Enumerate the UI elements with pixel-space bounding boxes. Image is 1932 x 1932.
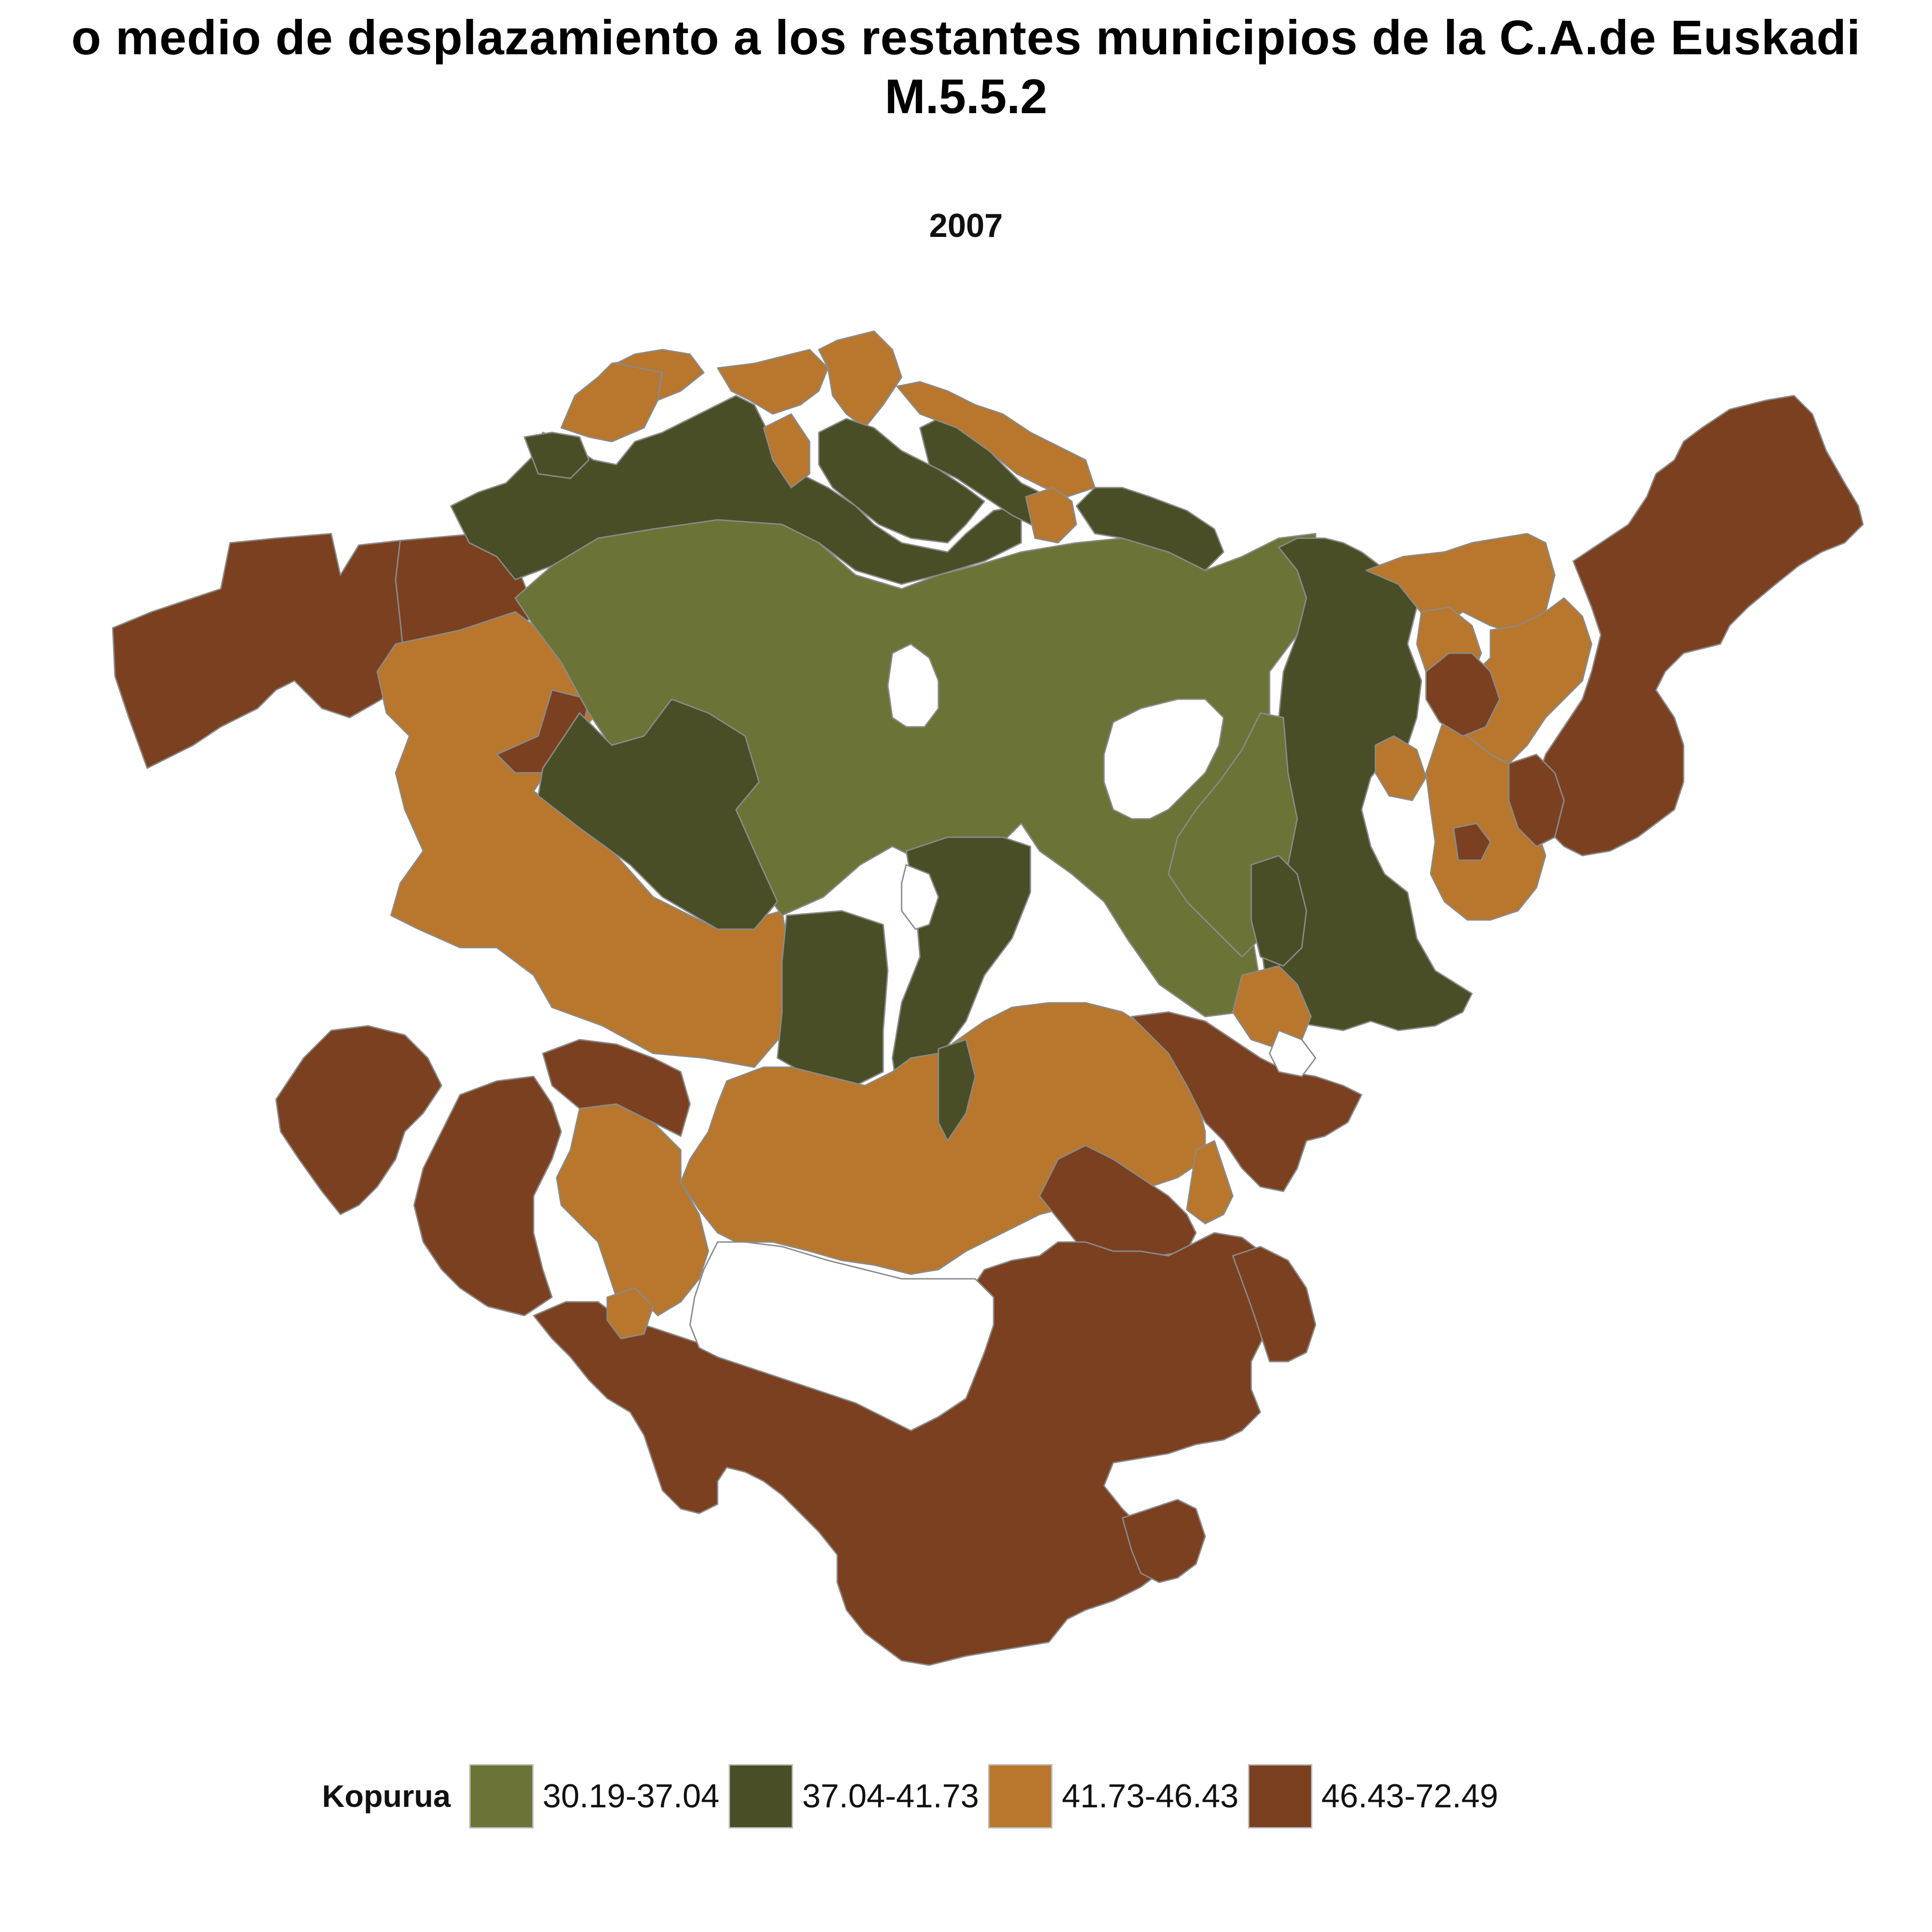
map-region[interactable] xyxy=(1025,487,1077,544)
map-hole xyxy=(1103,698,1225,820)
legend-swatch xyxy=(988,1764,1053,1828)
legend-swatch xyxy=(1248,1764,1312,1828)
map-region[interactable] xyxy=(560,358,663,443)
map-region[interactable] xyxy=(606,1287,654,1340)
map-hole xyxy=(887,643,939,728)
legend-item: 37.04-41.73 xyxy=(728,1764,979,1828)
map-region[interactable] xyxy=(537,698,778,930)
map-region[interactable] xyxy=(275,1025,443,1215)
map-subtitle-year: 2007 xyxy=(929,207,1003,244)
map-hole xyxy=(901,863,939,930)
map-region[interactable] xyxy=(413,1075,562,1317)
map-region[interactable] xyxy=(1425,652,1501,737)
legend-swatch xyxy=(728,1764,793,1828)
legend-label: 30.19-37.04 xyxy=(542,1778,719,1815)
map-region[interactable] xyxy=(763,413,811,489)
map-hole xyxy=(1269,1029,1317,1077)
map-title: o medio de desplazamiento a los restante… xyxy=(71,11,1861,65)
map-legend: Kopurua 30.19-37.04 37.04-41.73 41.73-46… xyxy=(322,1760,1507,1833)
legend-label: 46.43-72.49 xyxy=(1321,1778,1498,1815)
map-region[interactable] xyxy=(717,349,829,415)
legend-item: 46.43-72.49 xyxy=(1248,1764,1498,1828)
map-region[interactable] xyxy=(818,330,903,429)
map-region[interactable] xyxy=(450,395,1022,585)
map-region[interactable] xyxy=(1250,855,1307,967)
map-region[interactable] xyxy=(523,431,590,479)
map-region[interactable] xyxy=(1075,487,1225,571)
map-code: M.5.5.2 xyxy=(885,69,1047,124)
legend-label: 41.73-46.43 xyxy=(1062,1778,1239,1815)
map-region[interactable] xyxy=(615,349,705,401)
map-region[interactable] xyxy=(896,381,1096,498)
map-region[interactable] xyxy=(1374,735,1427,801)
map-region[interactable] xyxy=(1508,753,1565,847)
legend-title: Kopurua xyxy=(322,1779,451,1814)
legend-swatch xyxy=(469,1764,534,1828)
map-region[interactable] xyxy=(818,418,985,544)
legend-item: 41.73-46.43 xyxy=(988,1764,1239,1828)
legend-label: 37.04-41.73 xyxy=(802,1778,979,1815)
map-region[interactable] xyxy=(1121,1499,1206,1583)
map-region[interactable] xyxy=(776,910,889,1087)
map-region[interactable] xyxy=(556,1103,709,1317)
map-region[interactable] xyxy=(937,1039,976,1142)
map-region[interactable] xyxy=(1131,1011,1363,1192)
map-region[interactable] xyxy=(1232,1246,1317,1363)
map-hole xyxy=(689,1241,995,1432)
map-region[interactable] xyxy=(1453,822,1491,861)
legend-item: 30.19-37.04 xyxy=(469,1764,719,1828)
map-region[interactable] xyxy=(1186,1140,1234,1225)
map-region[interactable] xyxy=(542,1039,691,1137)
